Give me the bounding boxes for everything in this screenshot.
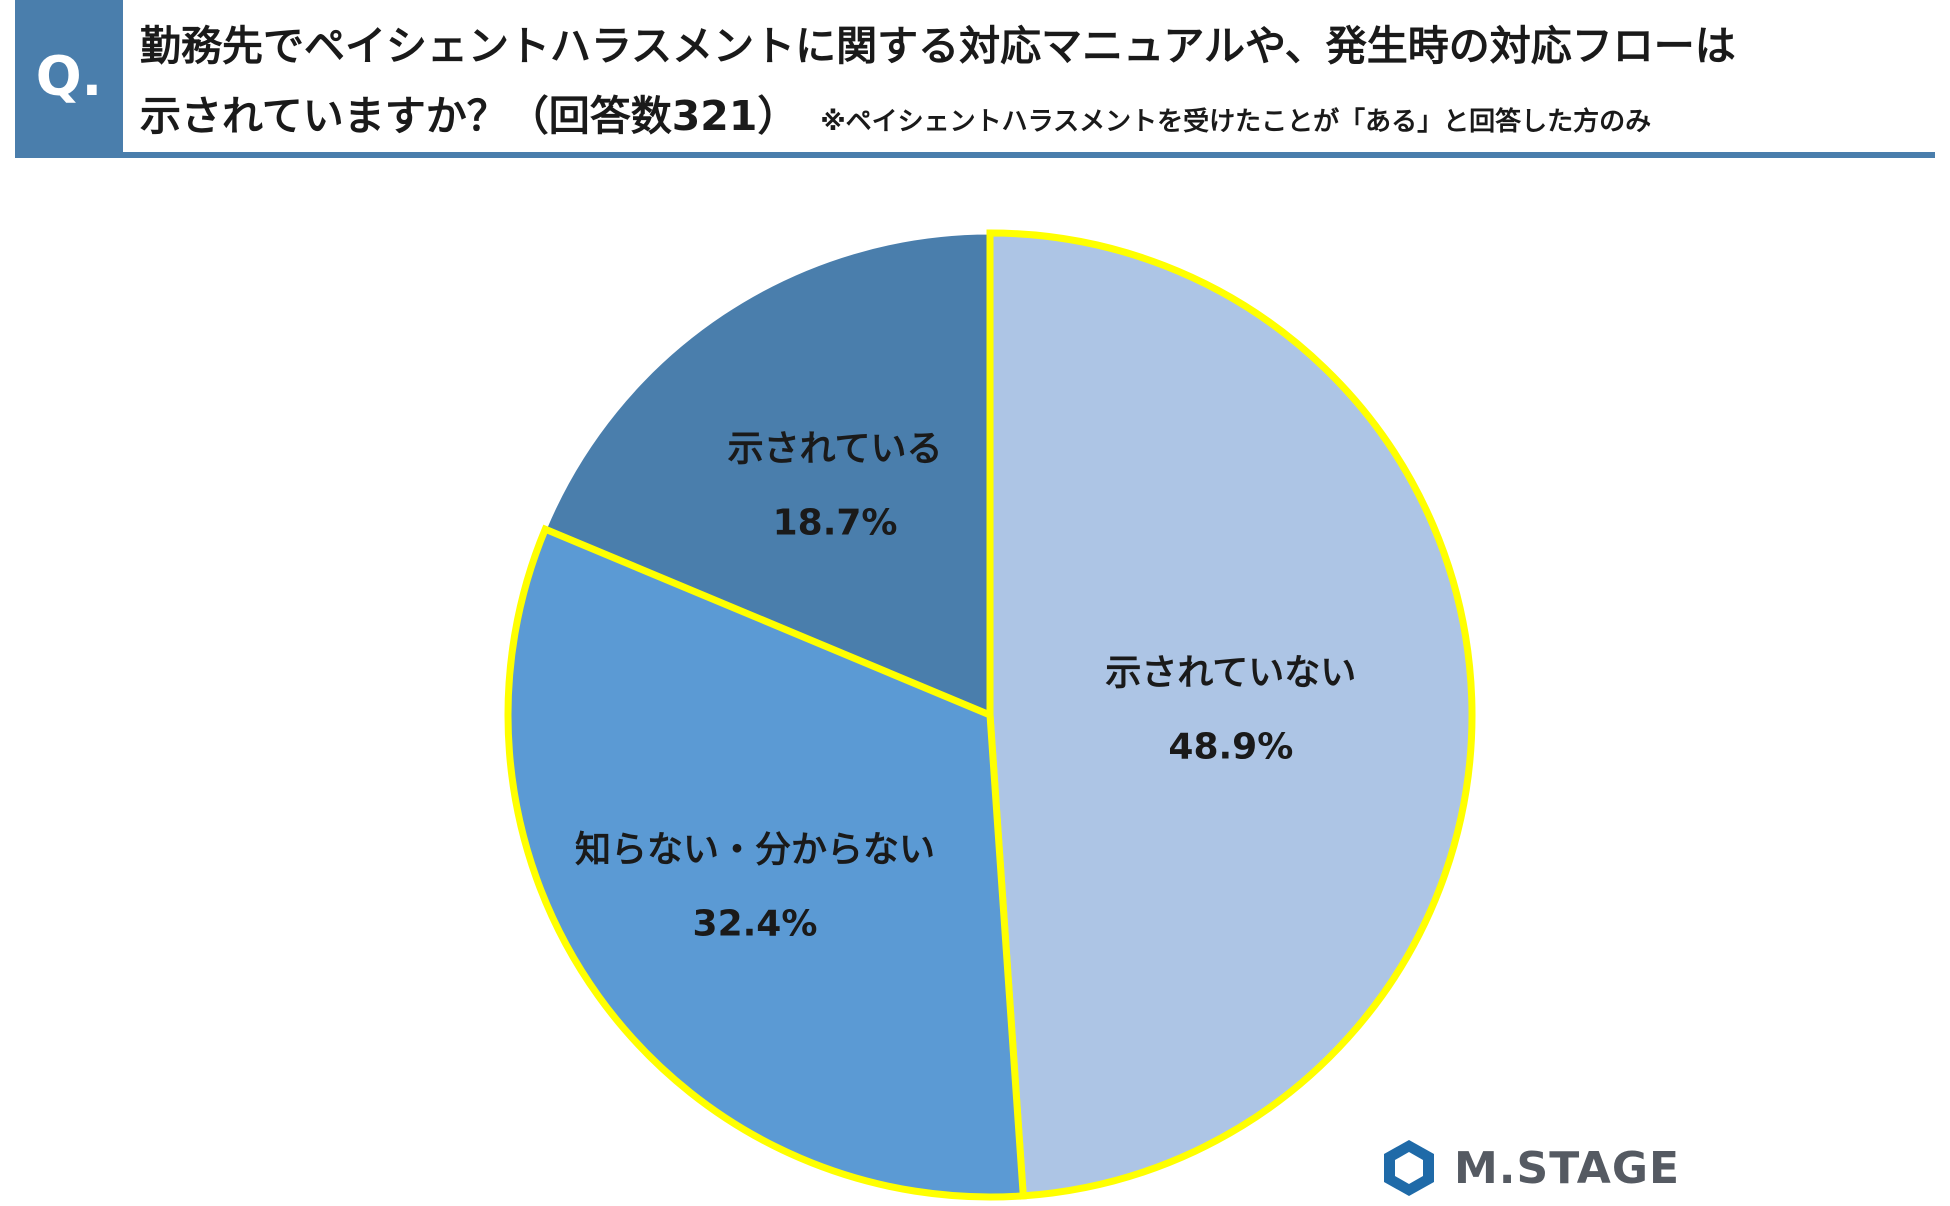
slice-label: 示されていない (1105, 653, 1356, 694)
slice-label: 示されている (728, 428, 943, 469)
title-underline (15, 152, 1935, 158)
brand-logo: M.STAGE (1378, 1138, 1680, 1198)
question-title-line1: 勤務先でペイシェントハラスメントに関する対応マニュアルや、発生時の対応フローは (140, 22, 1736, 70)
pie-slice (986, 229, 1476, 1200)
logo-mark-icon (1384, 1140, 1434, 1196)
slice-value-label: 48.9% (1168, 727, 1293, 768)
slice-value-label: 32.4% (693, 904, 818, 945)
question-note: ※ペイシェントハラスメントを受けたことが「ある」と回答した方のみ (820, 106, 1652, 137)
logo-text: M.STAGE (1454, 1142, 1681, 1194)
question-title-line2: 示されていますか？（回答数321） ※ペイシェントハラスメントを受けたことが「ある… (140, 82, 1651, 142)
slice-label: 知らない・分からない (575, 830, 935, 871)
pie-slice (543, 231, 992, 718)
slice-value-label: 18.7% (773, 502, 898, 543)
question-badge: Q. (15, 0, 123, 152)
question-title-text: 示されていますか？（回答数321） (140, 92, 799, 140)
pie-slice (504, 524, 1028, 1201)
